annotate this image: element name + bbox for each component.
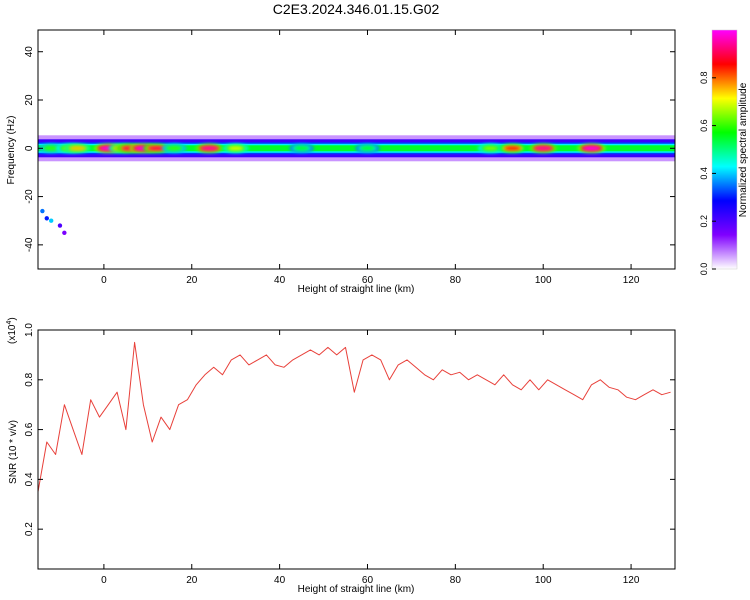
y-tick-label: 0.2 bbox=[24, 522, 35, 536]
heatmap-speck bbox=[57, 223, 63, 228]
snr-background bbox=[38, 330, 675, 569]
x-tick-label: 0 bbox=[101, 275, 107, 286]
heatmap-peak bbox=[534, 146, 553, 151]
snr-y-scale: (x104) bbox=[6, 317, 18, 344]
x-tick-label: 40 bbox=[274, 575, 286, 586]
snr-frame bbox=[37, 329, 676, 570]
y-tick-label: -40 bbox=[24, 237, 35, 252]
heatmap-peak bbox=[200, 146, 219, 151]
y-tick-label: 0.6 bbox=[24, 422, 35, 436]
heatmap-speck bbox=[62, 230, 67, 235]
spectrogram-panel: 0 20 40 60 80 100 120 -40 -20 0 20 40 Height of st… bbox=[6, 29, 676, 295]
colorbar-tick-label: 0.6 bbox=[699, 119, 709, 132]
x-tick-label: 60 bbox=[362, 575, 374, 586]
colorbar-tick-label: 0.4 bbox=[699, 167, 709, 180]
x-tick-label: 100 bbox=[535, 575, 552, 586]
x-tick-label: 80 bbox=[450, 575, 462, 586]
snr-line bbox=[38, 341, 671, 492]
heatmap-peak bbox=[148, 146, 166, 151]
heatmap-speck bbox=[48, 218, 54, 223]
y-tick-label: -20 bbox=[24, 189, 35, 204]
snr-y-ticks: 0.2 0.4 0.6 0.8 1.0 bbox=[24, 323, 675, 536]
y-tick-label: 40 bbox=[24, 46, 35, 58]
spectrogram-frame bbox=[37, 29, 676, 270]
heatmap-speck bbox=[44, 216, 49, 221]
colorbar-tick-label: 0.2 bbox=[699, 215, 709, 228]
spectrogram-x-ticks: 0 20 40 60 80 100 120 bbox=[101, 30, 640, 286]
x-tick-label: 120 bbox=[623, 575, 640, 586]
x-tick-label: 120 bbox=[623, 275, 640, 286]
spectrogram-x-label: Height of straight line (km) bbox=[298, 284, 415, 295]
snr-y-label: SNR (10 * v/v) bbox=[8, 420, 19, 484]
heatmap-peak bbox=[43, 146, 59, 151]
snr-y-scale-base: (x10 bbox=[7, 324, 18, 344]
spectrogram-y-label: Frequency (Hz) bbox=[6, 116, 17, 185]
y-tick-label: 1.0 bbox=[24, 323, 35, 337]
spectrogram-y-ticks: -40 -20 0 20 40 bbox=[24, 46, 675, 252]
colorbar-ticks: 0.0 0.2 0.4 0.6 0.8 bbox=[699, 72, 716, 276]
y-tick-label: 0.8 bbox=[24, 372, 35, 386]
colorbar-bar bbox=[712, 30, 737, 269]
colorbar-tick-label: 0.0 bbox=[699, 263, 709, 276]
y-tick-label: 20 bbox=[24, 94, 35, 106]
figure-title: C2E3.2024.346.01.15.G02 bbox=[273, 1, 440, 17]
x-tick-label: 40 bbox=[274, 275, 286, 286]
heatmap-peak bbox=[582, 146, 601, 151]
x-tick-label: 0 bbox=[101, 575, 107, 586]
snr-x-label: Height of straight line (km) bbox=[298, 584, 415, 595]
snr-y-scale-close: ) bbox=[7, 317, 18, 320]
heatmap-peak bbox=[360, 146, 375, 151]
y-tick-label: 0.4 bbox=[24, 472, 35, 486]
snr-x-ticks: 0 20 40 60 80 100 120 bbox=[101, 330, 640, 586]
heatmap-speck bbox=[40, 208, 45, 214]
spectrogram-heatmap bbox=[38, 135, 675, 235]
snr-y-scale-exp: 4 bbox=[6, 321, 13, 325]
snr-panel: 0 20 40 60 80 100 120 0.2 0.4 0.6 0.8 1.0 Height o… bbox=[6, 317, 676, 595]
x-tick-label: 60 bbox=[362, 275, 374, 286]
x-tick-label: 80 bbox=[450, 275, 462, 286]
heatmap-peak bbox=[294, 146, 309, 151]
heatmap-peak bbox=[166, 146, 182, 151]
x-tick-label: 20 bbox=[186, 575, 198, 586]
colorbar: 0.0 0.2 0.4 0.6 0.8 Normalized spectral ampl… bbox=[699, 29, 749, 276]
x-tick-label: 100 bbox=[535, 275, 552, 286]
y-tick-label: 0 bbox=[24, 145, 35, 151]
colorbar-label: Normalized spectral amplitude bbox=[738, 82, 749, 217]
heatmap-peak bbox=[69, 146, 86, 151]
colorbar-tick-label: 0.8 bbox=[699, 72, 709, 85]
colorbar-frame bbox=[711, 29, 738, 270]
heatmap-peak bbox=[482, 146, 499, 151]
x-tick-label: 20 bbox=[186, 275, 198, 286]
heatmap-peak bbox=[227, 146, 244, 151]
heatmap-peak bbox=[504, 146, 521, 151]
